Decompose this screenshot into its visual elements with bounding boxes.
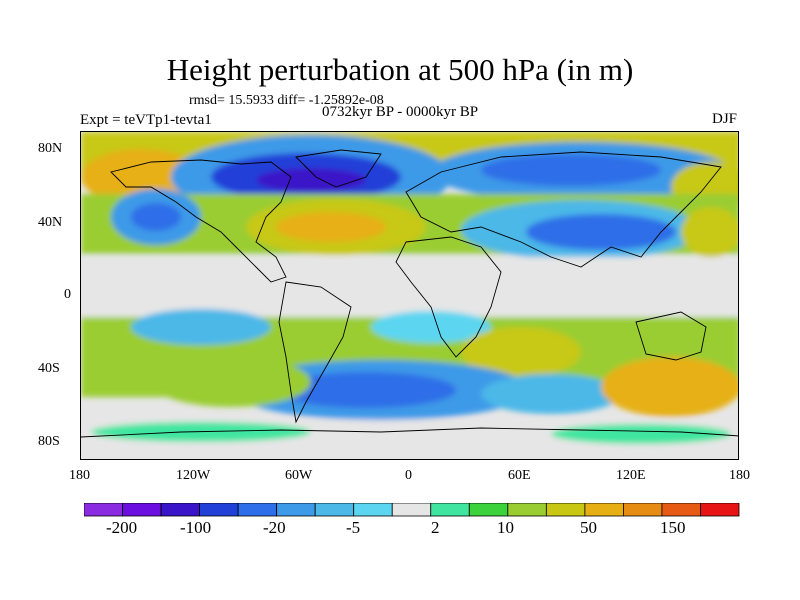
height-field [81,132,738,459]
field-eurasia-low-core [481,154,661,186]
experiment-label: Expt = teVTp1-tevta1 [80,112,212,128]
north-america-outline [110,159,292,283]
lon-tick-label: 120W [176,468,211,483]
lon-tick-label: 180 [729,468,750,483]
field-south-ocean-low-core [276,372,456,408]
lon-tick-label: 60W [285,468,313,483]
colorbar-box [391,503,432,517]
field-tropics [81,257,738,317]
colorbar-box [623,503,663,517]
eurasia-outline [405,151,722,268]
colorbar-box [661,503,701,517]
lon-tick-label: 180 [69,468,90,483]
south-america-outline [278,281,352,424]
field-eastern-pacific-high [681,207,738,257]
season-label: DJF [712,111,738,127]
colorbar-label: -100 [180,518,212,537]
field-south-pacific-high [601,357,738,417]
lat-tick-label: 40S [38,361,60,376]
australia-outline [635,311,707,361]
plot-title: Height perturbation at 500 hPa (in m) [166,52,634,87]
coastlines [81,149,738,438]
colorbar-box [353,503,393,517]
colorbar-label: 150 [660,518,686,537]
colorbar-box [584,503,624,517]
field-south-atlantic-low [371,311,491,343]
colorbar-box [160,503,200,517]
colorbar-box [237,503,278,517]
lon-tick-label: 120E [616,468,646,483]
lat-tick-label: 80S [38,434,60,449]
field-pacific-low-core [131,203,181,231]
colorbar-box [700,503,740,517]
period-label: 0732kyr BP - 0000kyr BP [322,104,479,120]
africa-outline [395,236,502,358]
field-sw-high [151,357,311,407]
field-south-indian-low [481,374,621,414]
colorbar-label: 10 [497,518,514,537]
lat-tick-label: 80N [38,141,63,156]
colorbar-label: 2 [431,518,440,537]
field-atlantic-high-core [276,212,386,242]
colorbar-label: -20 [263,518,286,537]
colorbar-box [468,503,509,517]
antarctica-outline [81,427,738,438]
lat-tick-label: 0 [64,287,71,302]
map-panel [80,131,739,460]
field-south-pacific-low [131,309,271,345]
lat-tick-label: 40N [38,215,63,230]
colorbar-label: -5 [346,518,361,537]
colorbar-box [545,503,586,517]
greenland-outline [295,149,382,188]
colorbar-box [314,503,355,517]
lon-tick-label: 0 [405,468,412,483]
colorbar-label: -200 [106,518,138,537]
lon-tick-label: 60E [508,468,531,483]
colorbar [84,503,740,517]
perturbation-map [81,132,738,459]
field-asia-low-core [526,214,676,250]
colorbar-box [199,503,239,517]
colorbar-box [276,503,316,517]
colorbar-box [507,503,547,517]
colorbar-label: 50 [580,518,597,537]
colorbar-box [122,503,162,517]
colorbar-box [430,503,470,517]
rmsd-diff-stats: rmsd= 15.5933 diff= -1.25892e-08 [189,93,384,108]
field-south-indian-high [461,327,581,377]
colorbar-box [84,503,123,517]
field-antarctic-pos2 [551,424,731,444]
